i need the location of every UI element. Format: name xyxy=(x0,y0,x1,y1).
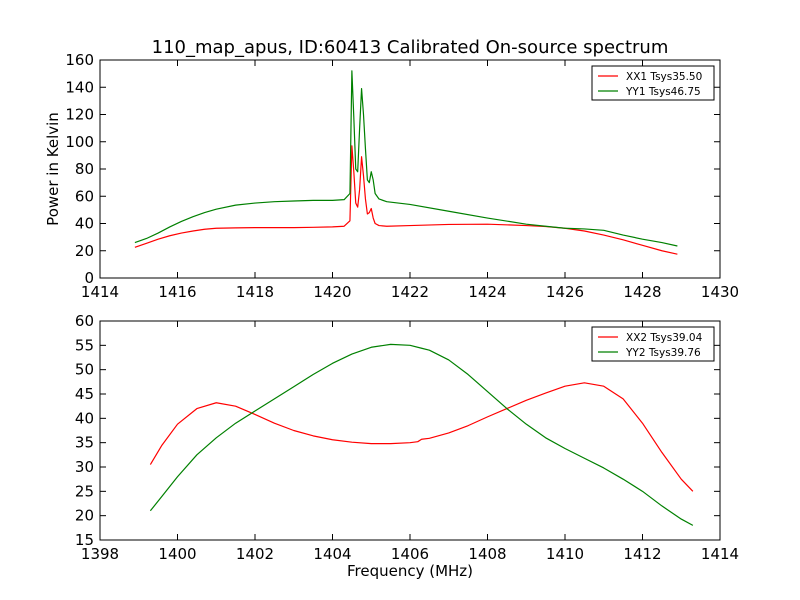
bottom-x-tick-label: 1408 xyxy=(468,545,506,563)
top-y-tick-label: 0 xyxy=(84,269,94,287)
bottom-y-tick-label: 55 xyxy=(75,336,94,354)
top-x-tick-label: 1422 xyxy=(391,283,429,301)
top-y-tick-label: 60 xyxy=(75,187,94,205)
x-axis-label: Frequency (MHz) xyxy=(347,562,473,580)
y-axis-label: Power in Kelvin xyxy=(44,112,62,226)
bottom-y-tick-label: 20 xyxy=(75,507,94,525)
bottom-x-tick-label: 1400 xyxy=(158,545,196,563)
top-x-tick-label: 1414 xyxy=(81,283,119,301)
bottom-y-tick-label: 40 xyxy=(75,409,94,427)
bottom-y-tick-label: 30 xyxy=(75,458,94,476)
bottom-y-tick-label: 45 xyxy=(75,385,94,403)
top-x-tick-label: 1428 xyxy=(623,283,661,301)
bottom-series-line-2 xyxy=(149,343,694,526)
bottom-x-tick-label: 1412 xyxy=(623,545,661,563)
bottom-spectrum-plot: 1398 1400 1402 1404 1406 1408 1410 1412 1414 15 20… xyxy=(75,312,739,563)
bottom-x-tick-label: 1402 xyxy=(236,545,274,563)
bottom-y-tick-label: 35 xyxy=(75,434,94,452)
top-y-tick-label: 20 xyxy=(75,242,94,260)
bottom-y-tick-label: 60 xyxy=(75,312,94,330)
top-x-tick-label: 1424 xyxy=(468,283,506,301)
figure-title: 110_map_apus, ID:60413 Calibrated On-sou… xyxy=(152,37,669,58)
top-y-tick-label: 100 xyxy=(65,133,94,151)
top-legend-box xyxy=(591,65,715,101)
top-y-tick-label: 40 xyxy=(75,215,94,233)
top-y-tick-label: 120 xyxy=(65,106,94,124)
top-legend-label-2: YY1 Tsys46.75 xyxy=(625,86,701,98)
bottom-y-tick-label: 25 xyxy=(75,482,94,500)
top-legend-label-1: XX1 Tsys35.50 xyxy=(626,71,702,83)
top-x-tick-label: 1426 xyxy=(546,283,584,301)
bottom-legend: XX2 Tsys39.04 YY2 Tsys39.76 xyxy=(591,326,715,362)
top-spectrum-plot: 1414 1416 1418 1420 1422 1424 1426 1428 1430 0 20 4… xyxy=(65,51,739,301)
bottom-x-tick-label: 1404 xyxy=(313,545,351,563)
bottom-legend-label-2: YY2 Tsys39.76 xyxy=(625,347,701,359)
bottom-x-tick-label: 1414 xyxy=(701,545,739,563)
bottom-x-tick-label: 1406 xyxy=(391,545,429,563)
top-series-line-2 xyxy=(134,70,678,247)
top-y-tick-label: 140 xyxy=(65,78,94,96)
top-y-tick-label: 160 xyxy=(65,51,94,69)
bottom-x-tick-label: 1410 xyxy=(546,545,584,563)
top-x-tick-label: 1430 xyxy=(701,283,739,301)
bottom-y-tick-label: 50 xyxy=(75,361,94,379)
top-x-tick-label: 1418 xyxy=(236,283,274,301)
bottom-series-line-1 xyxy=(149,382,694,492)
top-legend: XX1 Tsys35.50 YY1 Tsys46.75 xyxy=(591,65,715,101)
top-x-tick-label: 1416 xyxy=(158,283,196,301)
bottom-y-tick-label: 15 xyxy=(75,531,94,549)
top-y-tick-label: 80 xyxy=(75,160,94,178)
bottom-legend-box xyxy=(591,326,715,362)
bottom-legend-label-1: XX2 Tsys39.04 xyxy=(626,332,703,344)
top-x-tick-label: 1420 xyxy=(313,283,351,301)
bottom-x-tick-label: 1398 xyxy=(81,545,119,563)
